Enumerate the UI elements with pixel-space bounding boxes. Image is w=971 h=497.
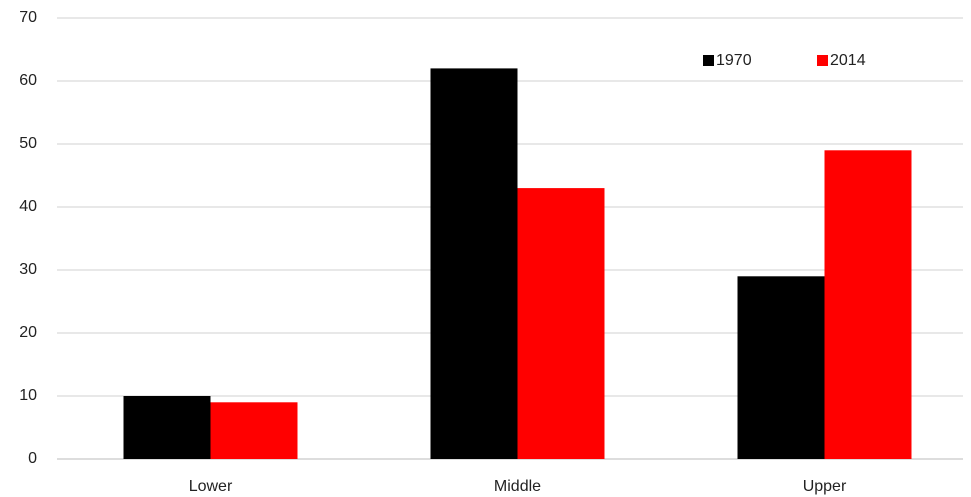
y-tick-label: 20 bbox=[19, 324, 37, 341]
x-tick-label: Middle bbox=[494, 478, 541, 495]
legend-label: 2014 bbox=[830, 52, 866, 69]
x-tick-label: Lower bbox=[189, 478, 233, 495]
bar bbox=[824, 150, 912, 460]
y-tick-label: 30 bbox=[19, 261, 37, 278]
y-tick-label: 10 bbox=[19, 387, 37, 404]
x-tick-label: Upper bbox=[803, 478, 847, 495]
bar bbox=[123, 396, 211, 459]
y-tick-label: 0 bbox=[28, 450, 37, 467]
legend-label: 1970 bbox=[716, 52, 752, 69]
y-tick-label: 70 bbox=[19, 9, 37, 26]
legend-swatch bbox=[817, 55, 828, 66]
y-tick-label: 50 bbox=[19, 135, 37, 152]
y-tick-label: 60 bbox=[19, 72, 37, 89]
y-tick-label: 40 bbox=[19, 198, 37, 215]
bar bbox=[737, 276, 825, 459]
legend-swatch bbox=[703, 55, 714, 66]
bar bbox=[430, 68, 518, 460]
bar bbox=[517, 188, 605, 459]
bar bbox=[210, 402, 298, 459]
